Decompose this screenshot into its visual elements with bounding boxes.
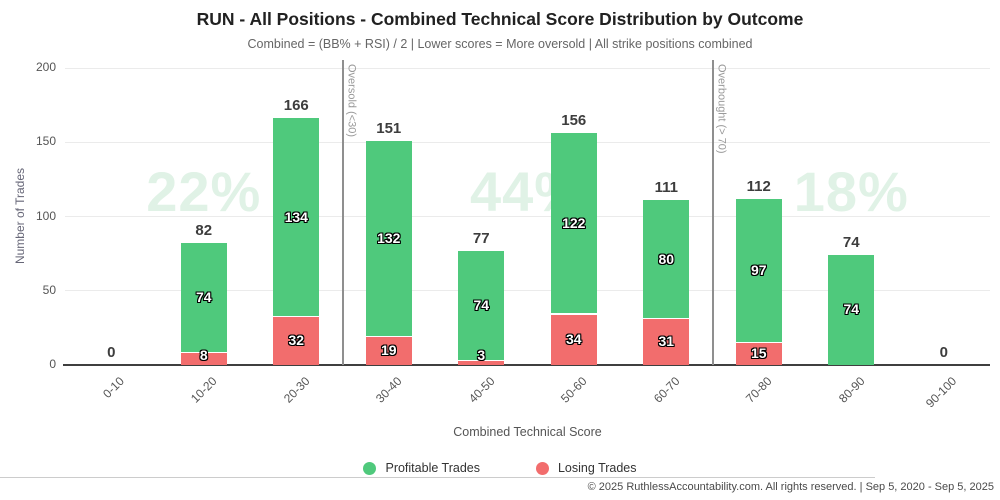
bar-segment-losing[interactable] bbox=[180, 353, 227, 365]
watermark-percentage-2: 18% bbox=[793, 160, 909, 223]
y-tick-label-50: 50 bbox=[42, 282, 56, 297]
legend-label-losing: Losing Trades bbox=[557, 461, 637, 475]
x-tick-label-90-100: 90-100 bbox=[923, 374, 960, 411]
x-axis-title: Combined Technical Score bbox=[453, 425, 602, 439]
footer-copyright: © 2025 RuthlessAccountability.com. All r… bbox=[587, 481, 994, 493]
legend-swatch-losing-icon bbox=[535, 461, 549, 475]
bar-total-label: 74 bbox=[842, 234, 860, 252]
bar-segment-losing[interactable] bbox=[550, 314, 597, 365]
y-tick-label-200: 200 bbox=[35, 60, 56, 74]
segment-value-label-profitable: 74 bbox=[473, 296, 490, 313]
bar-segment-profitable[interactable] bbox=[828, 255, 875, 365]
divider-label-1: Overbought (> 70) bbox=[715, 64, 728, 154]
x-tick-label-10-20: 10-20 bbox=[188, 374, 220, 406]
bar-segment-profitable[interactable] bbox=[735, 198, 782, 343]
segment-value-label-profitable: 97 bbox=[750, 261, 767, 278]
segment-value-label-losing: 32 bbox=[288, 332, 305, 349]
segment-value-label-profitable: 132 bbox=[377, 229, 401, 246]
bar-total-label: 82 bbox=[195, 222, 213, 240]
segment-value-label-losing: 3 bbox=[477, 347, 486, 363]
gridline-200 bbox=[65, 67, 990, 69]
legend: Profitable Trades Losing Trades bbox=[0, 458, 1000, 478]
segment-value-label-profitable: 80 bbox=[658, 250, 675, 267]
segment-value-label-losing: 15 bbox=[750, 344, 767, 361]
segment-value-label-profitable: 122 bbox=[562, 214, 586, 231]
legend-label-profitable: Profitable Trades bbox=[385, 461, 480, 475]
y-tick-label-100: 100 bbox=[35, 208, 56, 223]
x-tick-label-60-70: 60-70 bbox=[650, 374, 683, 406]
legend-swatch-profitable-icon bbox=[363, 461, 377, 475]
x-tick-label-70-80: 70-80 bbox=[743, 374, 775, 406]
segment-value-label-profitable: 134 bbox=[284, 208, 308, 225]
bar-segment-losing[interactable] bbox=[458, 360, 505, 365]
x-tick-label-80-90: 80-90 bbox=[835, 374, 868, 406]
legend-item-profitable-trades[interactable]: Profitable Trades bbox=[363, 461, 480, 475]
bar-segment-profitable[interactable] bbox=[180, 243, 227, 354]
watermark-percentage-0: 22% bbox=[146, 160, 262, 223]
bar-total-label: 0 bbox=[939, 344, 948, 361]
bar-segment-losing[interactable] bbox=[273, 317, 320, 365]
bar-segment-profitable[interactable] bbox=[643, 200, 690, 319]
segment-value-label-losing: 34 bbox=[565, 330, 582, 347]
bar-segment-profitable[interactable] bbox=[273, 118, 320, 318]
chart-title: RUN - All Positions - Combined Technical… bbox=[196, 9, 804, 29]
divider-line-1 bbox=[711, 60, 714, 365]
bar-total-label: 166 bbox=[283, 97, 309, 115]
y-tick-label-150: 150 bbox=[35, 134, 56, 149]
bar-segment-losing[interactable] bbox=[735, 342, 782, 365]
bar-total-label: 77 bbox=[472, 229, 490, 247]
x-tick-label-0-10: 0-10 bbox=[100, 374, 128, 401]
footer-divider-line bbox=[0, 477, 875, 478]
bar-segment-losing[interactable] bbox=[643, 318, 690, 365]
gridline-100 bbox=[65, 216, 990, 217]
legend-item-losing-trades[interactable]: Losing Trades bbox=[535, 461, 637, 475]
bar-segment-profitable[interactable] bbox=[365, 140, 412, 337]
divider-line-0 bbox=[341, 60, 344, 365]
divider-label-0: Oversold (<30) bbox=[345, 64, 358, 138]
bar-segment-losing[interactable] bbox=[365, 336, 412, 365]
gridline-50 bbox=[65, 290, 990, 292]
segment-value-label-profitable: 74 bbox=[843, 301, 860, 318]
x-tick-label-40-50: 40-50 bbox=[465, 374, 498, 406]
bar-total-label: 111 bbox=[654, 179, 678, 197]
x-tick-label-50-60: 50-60 bbox=[558, 374, 590, 406]
segment-value-label-losing: 19 bbox=[380, 341, 397, 358]
x-axis-line bbox=[63, 364, 990, 366]
chart-subtitle: Combined = (BB% + RSI) / 2 | Lower score… bbox=[247, 37, 753, 51]
bar-total-label: 112 bbox=[746, 177, 771, 195]
bar-total-label: 156 bbox=[561, 112, 587, 130]
segment-value-label-losing: 8 bbox=[199, 347, 208, 363]
gridline-150 bbox=[65, 141, 990, 143]
bar-total-label: 0 bbox=[107, 344, 116, 361]
segment-value-label-losing: 31 bbox=[658, 332, 675, 349]
y-tick-label-0: 0 bbox=[49, 357, 56, 371]
segment-value-label-profitable: 74 bbox=[195, 289, 212, 306]
bar-segment-profitable[interactable] bbox=[550, 133, 597, 315]
x-tick-label-20-30: 20-30 bbox=[280, 374, 313, 406]
bar-total-label: 151 bbox=[376, 119, 402, 137]
bar-segment-profitable[interactable] bbox=[458, 250, 505, 361]
x-tick-label-30-40: 30-40 bbox=[373, 374, 405, 406]
